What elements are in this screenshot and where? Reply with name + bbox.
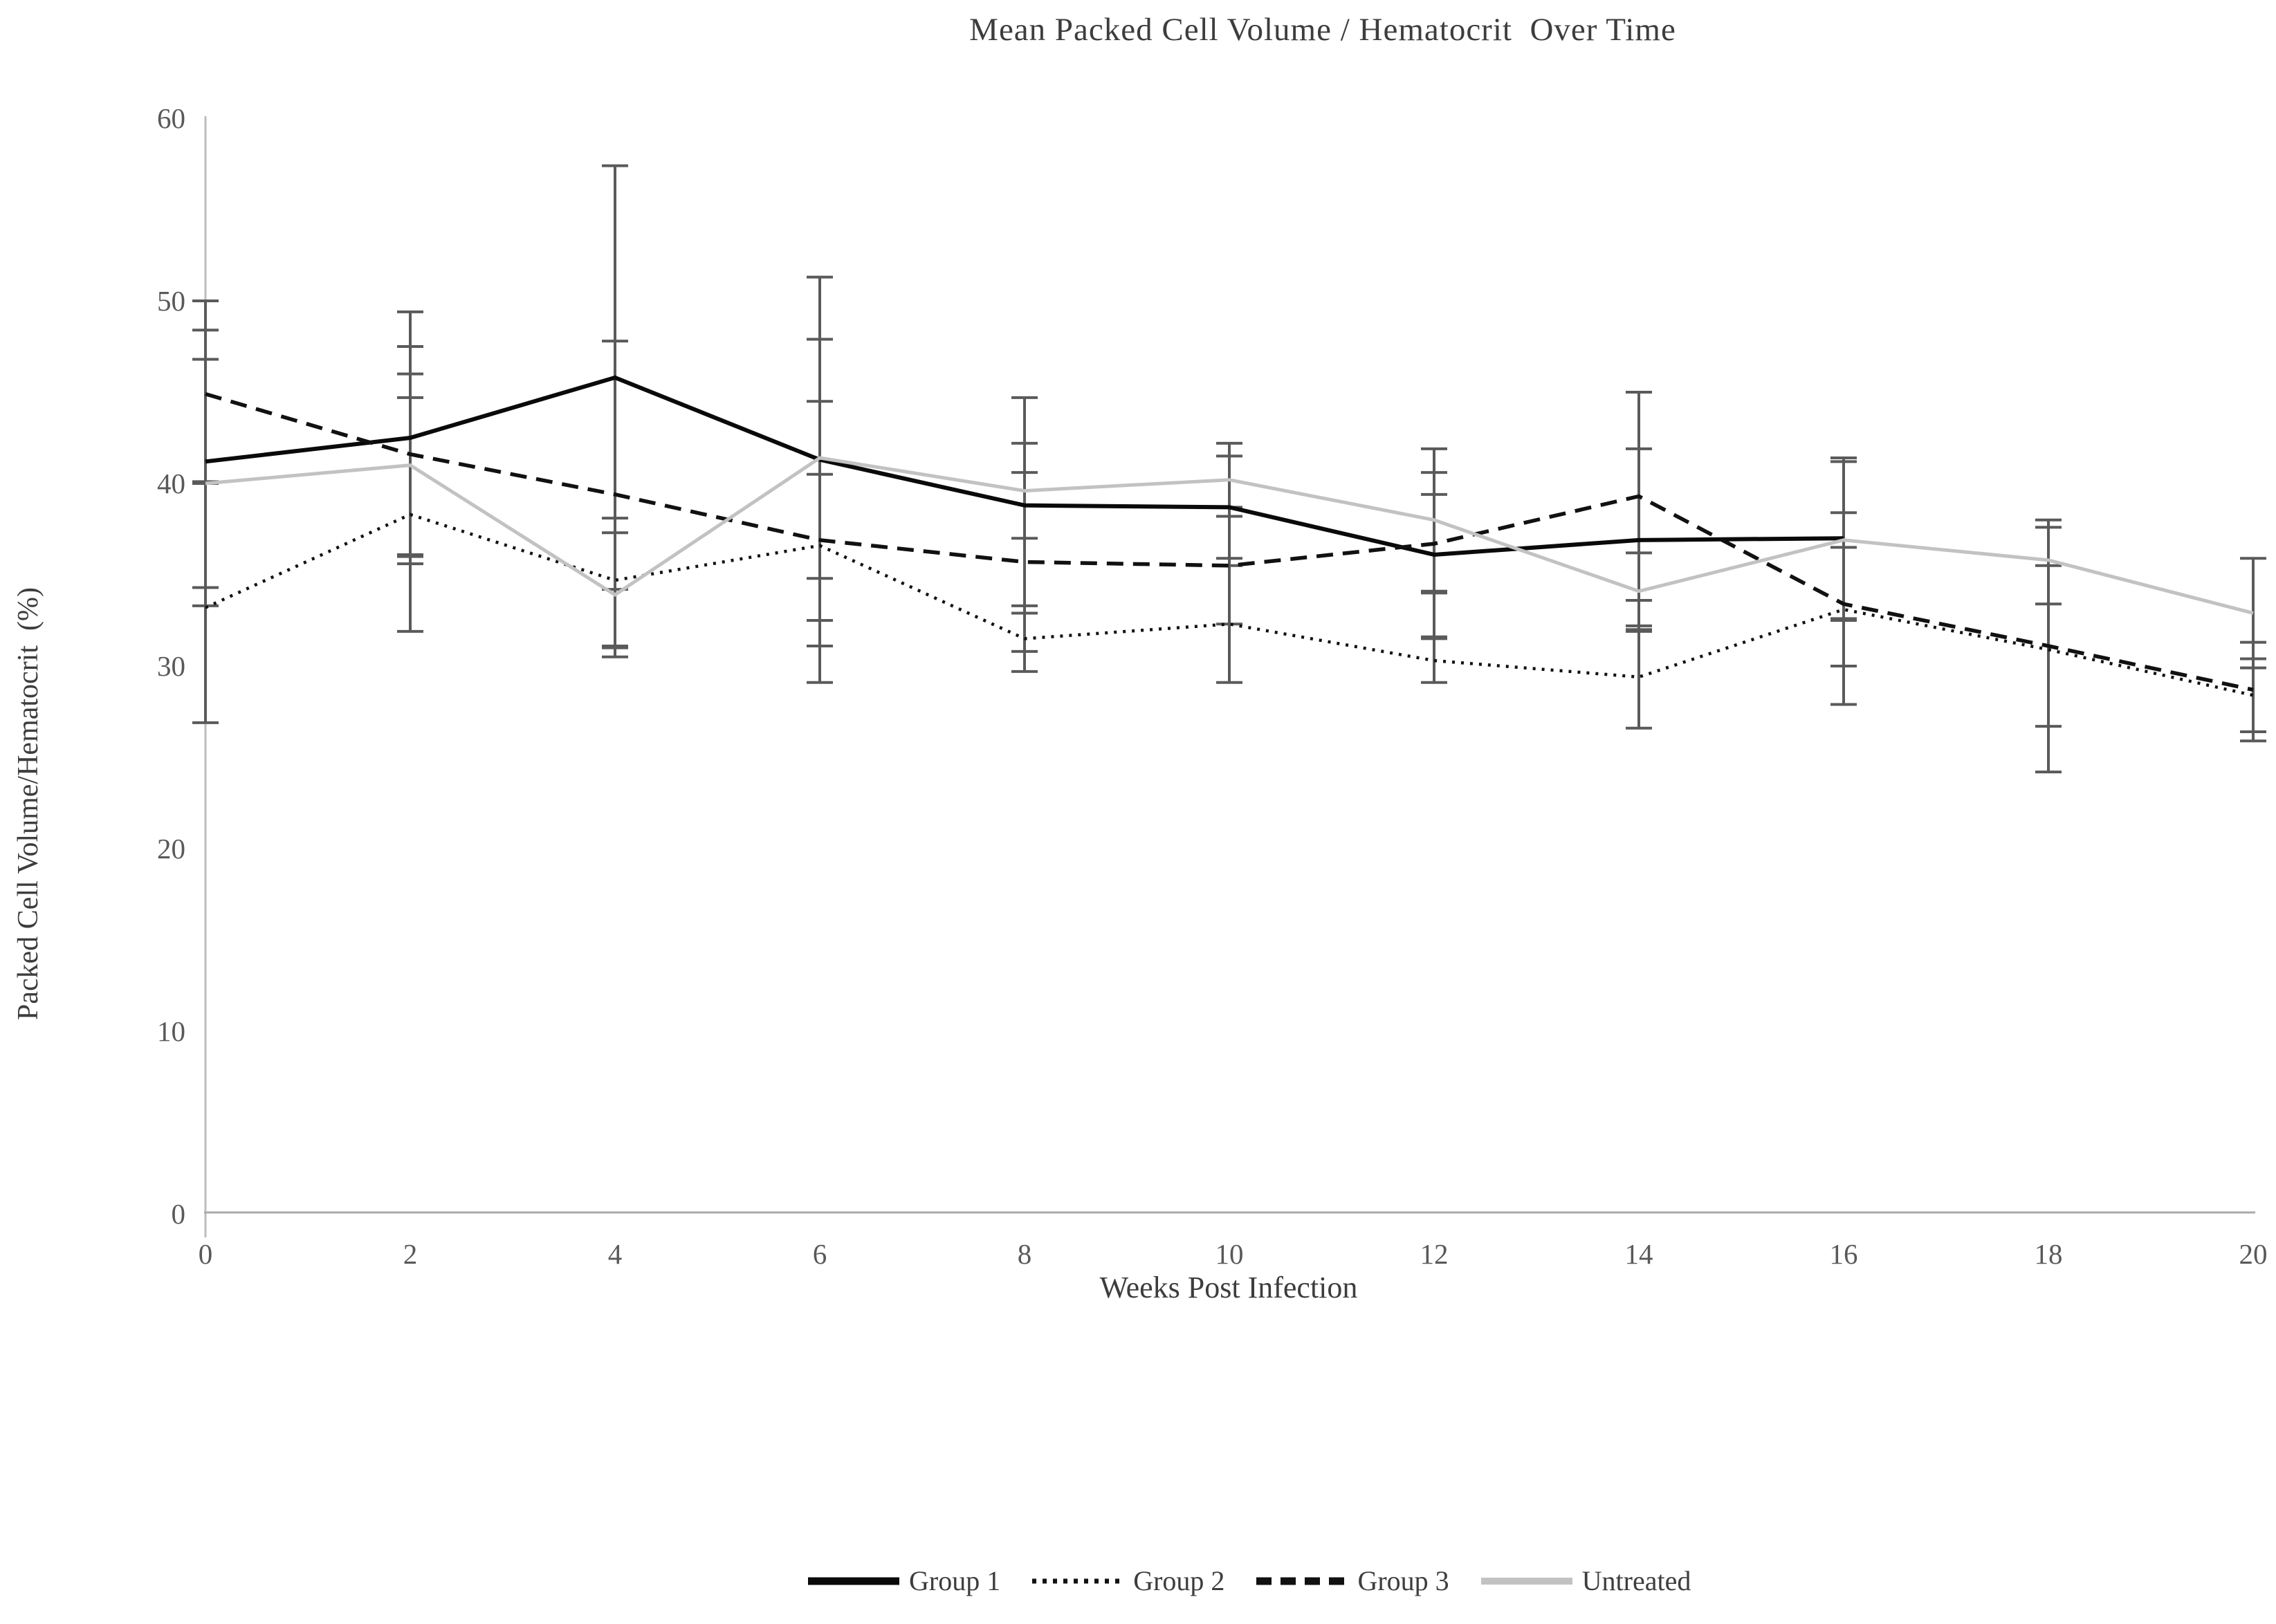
legend-label: Group 3 bbox=[1357, 1565, 1449, 1596]
chart-legend: Group 1 Group 2 Group 3 Untreated bbox=[808, 1565, 1691, 1597]
legend-item-group-1: Group 1 bbox=[808, 1565, 1000, 1597]
chart-title: Mean Packed Cell Volume / Hematocrit Ove… bbox=[969, 12, 1676, 48]
x-tick-label: 12 bbox=[1420, 1238, 1449, 1270]
x-tick-label: 6 bbox=[813, 1238, 827, 1270]
legend-item-untreated: Untreated bbox=[1480, 1565, 1691, 1597]
x-tick-label: 2 bbox=[403, 1238, 418, 1270]
x-axis-title: Weeks Post Infection bbox=[1099, 1271, 1358, 1304]
y-tick-label: 20 bbox=[157, 833, 185, 865]
x-tick-label: 16 bbox=[1830, 1238, 1858, 1270]
series-line-group-3 bbox=[205, 392, 2254, 692]
x-tick-label: 20 bbox=[2239, 1238, 2268, 1270]
legend-item-group-2: Group 2 bbox=[1032, 1565, 1224, 1597]
series-line-untreated bbox=[205, 456, 2254, 615]
x-tick-label: 14 bbox=[1625, 1238, 1653, 1270]
legend-swatch-dashed-line bbox=[1256, 1577, 1348, 1585]
x-tick-label: 18 bbox=[2035, 1238, 2063, 1270]
legend-label: Untreated bbox=[1581, 1565, 1691, 1596]
legend-swatch-dotted-line bbox=[1032, 1578, 1124, 1583]
y-tick-label: 30 bbox=[157, 650, 185, 682]
legend-item-group-3: Group 3 bbox=[1256, 1565, 1449, 1597]
series-line-group-1 bbox=[205, 375, 1844, 557]
x-tick-label: 0 bbox=[199, 1238, 213, 1270]
legend-swatch-solid-line bbox=[1480, 1577, 1572, 1585]
x-tick-label: 10 bbox=[1215, 1238, 1244, 1270]
y-tick-label: 60 bbox=[157, 102, 185, 134]
legend-label: Group 1 bbox=[909, 1565, 1001, 1596]
y-tick-label: 10 bbox=[157, 1015, 185, 1047]
x-tick-label: 4 bbox=[608, 1238, 623, 1270]
x-tick-label: 8 bbox=[1018, 1238, 1032, 1270]
y-tick-label: 50 bbox=[157, 285, 185, 317]
legend-swatch-solid-line bbox=[808, 1577, 899, 1585]
y-tick-label: 40 bbox=[157, 468, 185, 499]
legend-label: Group 2 bbox=[1133, 1565, 1225, 1596]
y-tick-label: 0 bbox=[172, 1198, 186, 1230]
